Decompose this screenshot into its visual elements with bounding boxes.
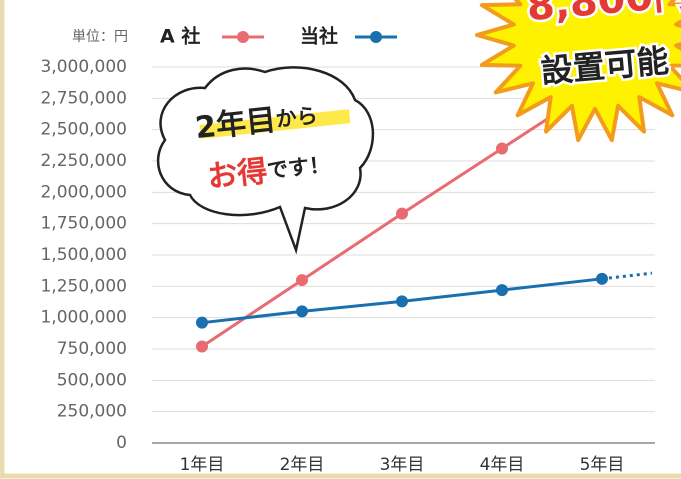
- x-tick-label: 4年目: [480, 455, 525, 475]
- bubble-big: お得: [206, 153, 269, 194]
- x-tick-label: 1年目: [180, 455, 225, 475]
- x-tick-label: 5年目: [580, 455, 625, 475]
- y-tick-label: 1,250,000: [40, 276, 127, 296]
- data-point: [496, 142, 508, 154]
- y-tick-label: 250,000: [57, 402, 127, 422]
- y-tick-label: 1,750,000: [40, 214, 127, 234]
- y-tick-label: 2,250,000: [40, 151, 127, 171]
- page: {"chart_data": {"type": "line", "unit_la…: [0, 0, 681, 479]
- y-tick-label: 2,750,000: [40, 88, 127, 108]
- y-tick-label: 0: [116, 433, 127, 453]
- data-point: [196, 317, 208, 329]
- y-tick-label: 750,000: [57, 339, 127, 359]
- data-point: [296, 274, 308, 286]
- data-point: [396, 295, 408, 307]
- legend-label: A 社: [160, 25, 200, 48]
- chart: 0 250,000 500,000 750,000 1,000,000 1,250,000…: [0, 0, 681, 479]
- y-tick-label: 3,000,000: [40, 57, 127, 77]
- legend-label: 当社: [300, 25, 338, 48]
- data-point: [496, 284, 508, 296]
- legend-swatch-dot: [370, 31, 382, 43]
- y-tick-label: 1,500,000: [40, 245, 127, 265]
- y-tick-label: 2,500,000: [40, 120, 127, 140]
- y-tick-label: 2,000,000: [40, 182, 127, 202]
- data-point: [396, 208, 408, 220]
- data-point: [196, 340, 208, 352]
- x-tick-label: 2年目: [280, 455, 325, 475]
- legend: A 社 当社: [160, 25, 397, 48]
- bubble-small: から: [275, 103, 319, 131]
- y-tick-label: 1,000,000: [40, 308, 127, 328]
- legend-swatch-dot: [237, 31, 249, 43]
- projection-line: [602, 273, 652, 279]
- x-tick-label: 3年目: [380, 455, 425, 475]
- y-tick-label: 500,000: [57, 370, 127, 390]
- data-point: [296, 305, 308, 317]
- unit-label: 単位：円: [72, 29, 128, 45]
